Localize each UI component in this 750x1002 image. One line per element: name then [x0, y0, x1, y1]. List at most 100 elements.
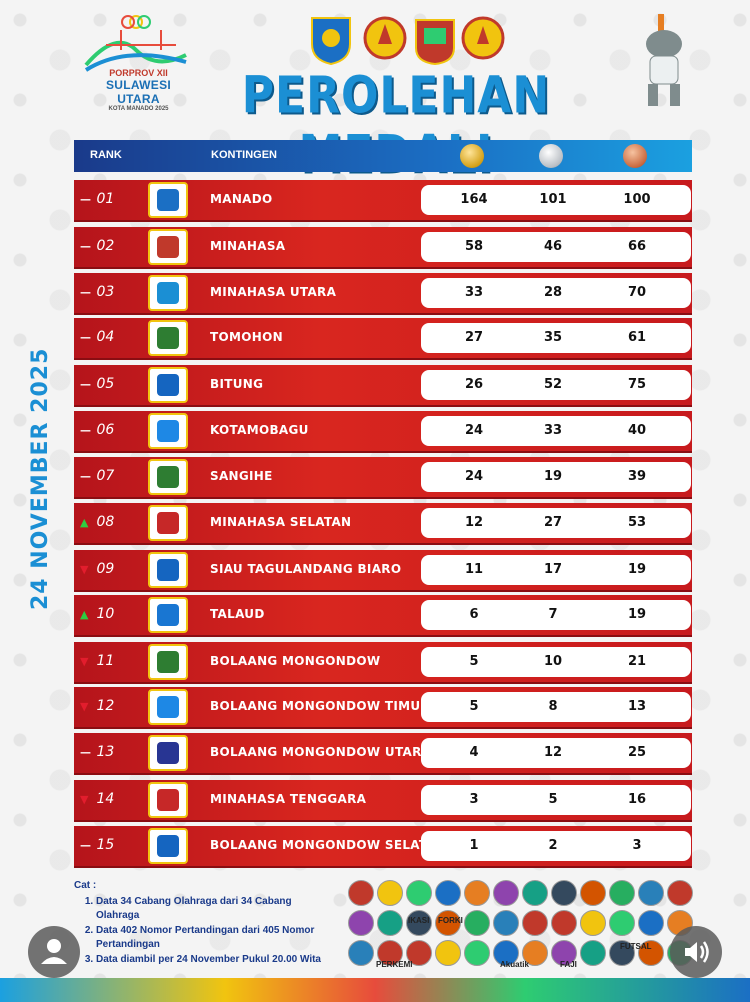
rank-number: 08	[96, 514, 115, 530]
kontingen-name: BOLAANG MONGONDOW TIMUR	[210, 698, 430, 714]
federation-logo-icon	[580, 910, 606, 936]
silver-count: 46	[543, 239, 563, 254]
silver-count: 2	[548, 838, 558, 853]
table-row: — 04 TOMOHON 27 35 61	[74, 318, 692, 358]
federation-logo-icon	[377, 940, 403, 966]
sport-federation-logos: IKASI FORKI PERKEMI Akuatik FAJI FUTSAL	[348, 880, 694, 972]
medal-count-panel: 24 33 40	[421, 416, 691, 446]
silver-count: 12	[543, 745, 563, 760]
table-row: — 15 BOLAANG MONGONDOW SELATAN 1 2 3	[74, 826, 692, 866]
medal-count-panel: 26 52 75	[421, 370, 691, 400]
federation-logo-icon	[493, 940, 519, 966]
regional-crest-icon	[148, 229, 188, 265]
rank-cell: — 01	[80, 191, 140, 207]
kontingen-name: MINAHASA UTARA	[210, 284, 337, 300]
medal-count-panel: 58 46 66	[421, 232, 691, 262]
rank-number: 01	[96, 191, 115, 207]
kontingen-name: BOLAANG MONGONDOW	[210, 653, 381, 669]
regional-crest-icon	[148, 367, 188, 403]
bronze-count: 3	[632, 838, 642, 853]
regional-crest-icon	[148, 552, 188, 588]
kontingen-name: MINAHASA SELATAN	[210, 514, 352, 530]
gold-count: 58	[464, 239, 484, 254]
sound-toggle-button[interactable]	[670, 926, 722, 978]
regional-crest-icon	[148, 735, 188, 771]
bronze-count: 66	[627, 239, 647, 254]
gold-count: 164	[460, 192, 488, 207]
table-row: — 05 BITUNG 26 52 75	[74, 365, 692, 405]
kontingen-name: SIAU TAGULANDANG BIARO	[210, 561, 402, 577]
kontingen-name: TALAUD	[210, 606, 265, 622]
table-row: — 01 MANADO 164 101 100	[74, 180, 692, 220]
gold-count: 11	[464, 562, 484, 577]
regional-crest-icon	[148, 505, 188, 541]
rank-cell: ▲ 08	[80, 514, 140, 530]
kontingen-name: TOMOHON	[210, 329, 283, 345]
silver-count: 10	[543, 654, 563, 669]
kontingen-name: MINAHASA TENGGARA	[210, 791, 367, 807]
regional-crest-icon	[148, 459, 188, 495]
gold-count: 33	[464, 285, 484, 300]
gold-count: 1	[469, 838, 479, 853]
federation-logo-icon	[551, 940, 577, 966]
bronze-count: 19	[627, 562, 647, 577]
federation-logo-icon	[667, 880, 693, 906]
gold-count: 24	[464, 423, 484, 438]
bronze-count: 40	[627, 423, 647, 438]
table-row: ▼ 14 MINAHASA TENGGARA 3 5 16	[74, 780, 692, 820]
rank-cell: ▲ 10	[80, 606, 140, 622]
regional-crest-icon	[148, 828, 188, 864]
federation-label-faji: FAJI	[560, 960, 577, 969]
table-row: ▼ 11 BOLAANG MONGONDOW 5 10 21	[74, 642, 692, 682]
regional-crest-icon	[148, 644, 188, 680]
trend-same-icon: —	[80, 470, 91, 483]
kontingen-name: SANGIHE	[210, 468, 273, 484]
regional-crest-icon	[148, 597, 188, 633]
rank-number: 05	[96, 376, 115, 392]
federation-label-ikasi: IKASI	[408, 916, 430, 925]
bronze-count: 25	[627, 745, 647, 760]
notes-label: Cat :	[74, 880, 97, 891]
bronze-medal-icon	[623, 144, 647, 168]
federation-logo-icon	[377, 880, 403, 906]
rank-cell: — 07	[80, 468, 140, 484]
kontingen-name: MANADO	[210, 191, 273, 207]
federation-logo-icon	[435, 880, 461, 906]
rank-cell: — 02	[80, 238, 140, 254]
table-row: ▲ 10 TALAUD 6 7 19	[74, 595, 692, 635]
rank-number: 13	[96, 744, 115, 760]
gold-count: 24	[464, 469, 484, 484]
federation-logo-icon	[406, 880, 432, 906]
federation-logo-icon	[522, 880, 548, 906]
silver-count: 7	[548, 607, 558, 622]
note-item: Data 34 Cabang Olahraga dari 34 Cabang O…	[96, 895, 334, 922]
gold-count: 26	[464, 377, 484, 392]
silver-count: 5	[548, 792, 558, 807]
federation-logo-icon	[464, 940, 490, 966]
silver-medal-icon	[539, 144, 563, 168]
federation-label-forki: FORKI	[438, 916, 463, 925]
trend-down-icon: ▼	[80, 563, 89, 576]
regional-crest-icon	[148, 413, 188, 449]
column-kontingen: KONTINGEN	[211, 149, 277, 161]
bronze-count: 21	[627, 654, 647, 669]
federation-logo-icon	[551, 880, 577, 906]
table-row: — 13 BOLAANG MONGONDOW UTARA 4 12 25	[74, 733, 692, 773]
silver-count: 33	[543, 423, 563, 438]
rank-number: 14	[96, 791, 115, 807]
table-row: ▲ 08 MINAHASA SELATAN 12 27 53	[74, 503, 692, 543]
regional-crest-icon	[148, 182, 188, 218]
bronze-count: 75	[627, 377, 647, 392]
rank-cell: — 05	[80, 376, 140, 392]
federation-logo-icon	[638, 940, 664, 966]
speaker-icon	[685, 941, 709, 963]
medal-count-panel: 6 7 19	[421, 600, 691, 630]
trend-down-icon: ▼	[80, 700, 89, 713]
gold-count: 6	[469, 607, 479, 622]
medal-count-panel: 1 2 3	[421, 831, 691, 861]
rank-cell: ▼ 14	[80, 791, 140, 807]
medal-count-panel: 24 19 39	[421, 462, 691, 492]
profile-button[interactable]	[28, 926, 80, 978]
table-header: RANK KONTINGEN	[74, 140, 692, 172]
silver-count: 28	[543, 285, 563, 300]
